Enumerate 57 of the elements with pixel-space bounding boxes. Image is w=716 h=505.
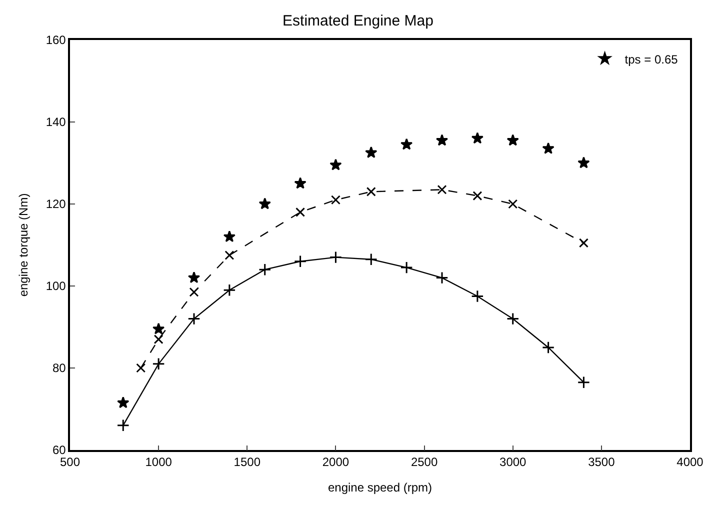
point xyxy=(542,341,555,354)
point xyxy=(437,184,447,194)
y-tick-label: 140 xyxy=(46,115,66,130)
x-tick-label: 4000 xyxy=(676,455,704,470)
point xyxy=(506,312,520,326)
y-axis-title: engine torque (Nm) xyxy=(16,193,31,297)
y-tick-label: 120 xyxy=(46,197,66,212)
y-tick-label: 160 xyxy=(46,33,66,48)
point xyxy=(294,177,306,189)
point xyxy=(578,156,590,168)
x-axis-title: engine speed (rpm) xyxy=(328,480,432,495)
point xyxy=(508,199,518,209)
point xyxy=(365,146,378,158)
point xyxy=(224,250,234,260)
point xyxy=(188,271,200,284)
y-tick-label: 60 xyxy=(52,443,66,458)
point xyxy=(188,312,200,326)
legend-label: tps = 0.65 xyxy=(624,52,678,66)
point xyxy=(577,376,590,389)
point xyxy=(152,322,165,334)
point xyxy=(472,191,482,201)
y-tick-label: 100 xyxy=(46,279,66,294)
point xyxy=(223,284,236,296)
x-tick-label: 500 xyxy=(60,455,80,470)
point xyxy=(296,207,306,217)
y-tick-label: 80 xyxy=(52,361,66,376)
point xyxy=(471,290,484,303)
point xyxy=(329,250,342,264)
point xyxy=(471,132,484,144)
point xyxy=(506,134,519,146)
point xyxy=(578,238,588,248)
x-tick-label: 1500 xyxy=(234,455,261,470)
x-tick-label: 3000 xyxy=(500,455,527,470)
point xyxy=(400,138,413,150)
point xyxy=(258,198,271,210)
point xyxy=(136,363,146,373)
point xyxy=(154,334,164,344)
x-tick-label: 2500 xyxy=(410,455,438,470)
x-tick-label: 2000 xyxy=(322,455,350,470)
point xyxy=(116,419,130,432)
point xyxy=(152,358,165,370)
point xyxy=(223,230,236,242)
point xyxy=(294,255,307,268)
chart-title: Estimated Engine Map xyxy=(282,12,434,30)
point xyxy=(366,186,376,196)
point xyxy=(330,158,342,170)
point xyxy=(189,287,199,297)
point xyxy=(364,253,378,266)
x-tick-label: 3500 xyxy=(588,455,616,470)
x-tick-label: 1000 xyxy=(145,455,172,470)
point xyxy=(436,134,448,146)
point xyxy=(436,271,448,284)
point xyxy=(330,195,340,205)
point xyxy=(117,396,130,408)
point xyxy=(400,261,413,274)
point xyxy=(542,142,554,154)
point xyxy=(258,263,272,276)
